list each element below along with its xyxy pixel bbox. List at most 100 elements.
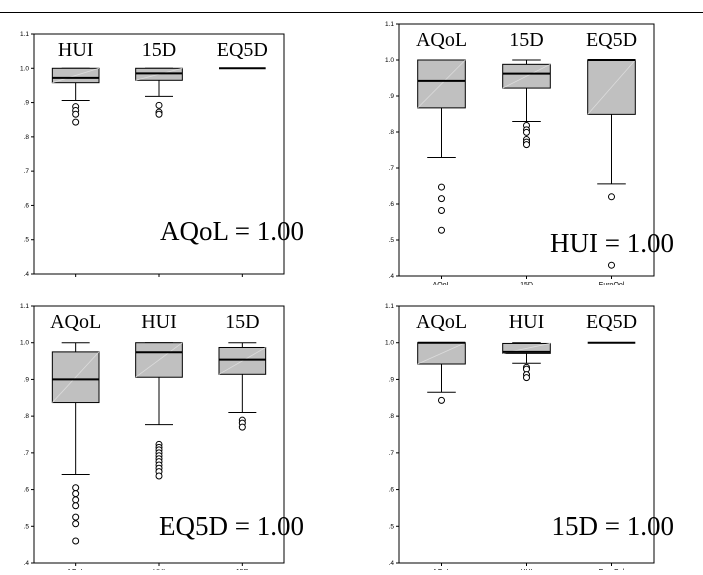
outlier-point [155, 472, 163, 480]
outlier-point [72, 520, 80, 528]
y-tick-label: .5 [24, 237, 30, 244]
y-tick-label: 1.0 [20, 65, 29, 72]
boxplot-panel-1: 1.11.0.9.8.7.6.5.4HUIHUI15D15DEuroQolEQ5… [10, 30, 320, 287]
box-aqol [417, 341, 466, 404]
reference-annotation: HUI = 1.00 [550, 228, 674, 258]
outlier-point [238, 423, 246, 431]
y-tick-label: .5 [389, 237, 395, 244]
y-tick-label: .7 [389, 165, 395, 172]
y-tick-label: .9 [24, 100, 30, 107]
outlier-point [523, 141, 530, 149]
boxplot-panel-2: 1.1 1.0 .9 .8 .7 .6 .5 .4 AQoL AQoL 15D 15D EuroQol E… [375, 20, 685, 290]
x-tick-label: 15D [520, 282, 533, 285]
box-shading [52, 351, 100, 403]
boxplot-panel-4: 1.11.0.9.8.7.6.5.4AQoLAQoLHUIHUIEuroQolE… [375, 302, 685, 575]
outlier-point [72, 118, 80, 126]
column-label: EQ5D [586, 29, 637, 51]
column-label: HUI [509, 311, 545, 333]
y-tick-label: 1.0 [20, 340, 29, 347]
y-tick-label: .7 [24, 450, 30, 457]
y-tick-label: 1.0 [385, 340, 394, 347]
box-hui [135, 342, 183, 480]
box-hui [502, 342, 551, 382]
box-shading [218, 347, 266, 375]
column-label: EQ5D [586, 311, 637, 333]
outlier-point [72, 502, 80, 510]
boxplot-svg: 1.1 1.0 .9 .8 .7 .6 .5 .4 AQoL AQoL 15D 15D EuroQol E… [385, 21, 674, 289]
box-shading [587, 59, 636, 115]
column-label: 15D [225, 311, 259, 333]
box-aqol [417, 59, 466, 234]
outlier-point [438, 226, 445, 234]
box-shading [135, 342, 183, 378]
y-tick-label: .8 [389, 413, 395, 420]
y-tick-label: .8 [389, 129, 395, 136]
column-label: HUI [58, 39, 94, 61]
outlier-point [72, 110, 80, 118]
column-label: 15D [142, 39, 176, 61]
outlier-point [72, 537, 80, 545]
y-tick-label: .4 [24, 271, 30, 278]
outlier-point [72, 484, 80, 492]
y-tick-label: .6 [24, 202, 30, 209]
outlier-point [155, 110, 163, 118]
reference-annotation: EQ5D = 1.00 [159, 511, 304, 541]
column-label: 15D [509, 29, 543, 51]
y-tick-label: .6 [389, 487, 395, 494]
boxplot-svg: 1.11.0.9.8.7.6.5.4AQoLAQoLHUIHUI15D15DEQ… [20, 303, 304, 575]
boxplot-svg: 1.11.0.9.8.7.6.5.4AQoLAQoLHUIHUIEuroQolE… [385, 303, 674, 575]
outlier-point [438, 396, 445, 404]
boxplot-panel-3: 1.11.0.9.8.7.6.5.4AQoLAQoLHUIHUI15D15DEQ… [10, 302, 320, 575]
top-rule [0, 12, 703, 13]
column-label: AQoL [416, 29, 467, 51]
outlier-point [608, 193, 615, 201]
y-tick-label: .5 [24, 523, 30, 530]
column-label: AQoL [416, 311, 467, 333]
outlier-point [438, 183, 445, 191]
outlier-point [155, 101, 163, 109]
y-tick-label: .4 [24, 560, 30, 567]
reference-annotation: AQoL = 1.00 [160, 216, 304, 246]
box-shading [417, 342, 466, 365]
y-tick-label: .5 [389, 523, 395, 530]
y-tick-label: .6 [24, 487, 30, 494]
reference-annotation: 15D = 1.00 [552, 511, 674, 541]
x-tick-label: EuroQol [599, 282, 625, 285]
box-15d [218, 342, 267, 431]
outlier-point [72, 490, 80, 498]
column-label: EQ5D [217, 39, 268, 61]
y-tick-label: .9 [389, 93, 395, 100]
y-tick-label: .7 [389, 450, 395, 457]
box-shading [417, 59, 466, 109]
boxplot-svg: 1.11.0.9.8.7.6.5.4HUIHUI15D15DEuroQolEQ5… [20, 31, 304, 287]
outlier-point [72, 496, 80, 504]
box-shading [52, 67, 100, 84]
box-shading [502, 63, 551, 89]
box-euroqol [587, 59, 636, 269]
y-tick-label: .8 [24, 134, 30, 141]
box-15d [502, 59, 551, 149]
y-tick-label: .4 [389, 560, 395, 567]
outlier-point [523, 128, 530, 136]
y-tick-label: 1.1 [385, 21, 394, 28]
y-tick-label: 1.1 [20, 303, 29, 310]
column-label: HUI [141, 311, 177, 333]
outlier-point [438, 195, 445, 203]
y-tick-label: .9 [389, 376, 395, 383]
column-label: AQoL [50, 311, 101, 333]
y-tick-label: 1.1 [385, 303, 394, 310]
y-tick-label: .7 [24, 168, 30, 175]
outlier-point [438, 206, 445, 214]
box-15d [135, 67, 183, 118]
box-aqol [51, 342, 100, 545]
outlier-point [523, 374, 530, 382]
outlier-point [608, 261, 615, 269]
x-tick-label: AQoL [433, 282, 451, 285]
y-tick-label: .4 [389, 273, 395, 280]
y-tick-label: 1.1 [20, 31, 29, 38]
y-tick-label: .8 [24, 413, 30, 420]
y-tick-label: 1.0 [385, 57, 394, 64]
y-tick-label: .6 [389, 201, 395, 208]
y-tick-label: .9 [24, 376, 30, 383]
box-hui [51, 67, 100, 126]
